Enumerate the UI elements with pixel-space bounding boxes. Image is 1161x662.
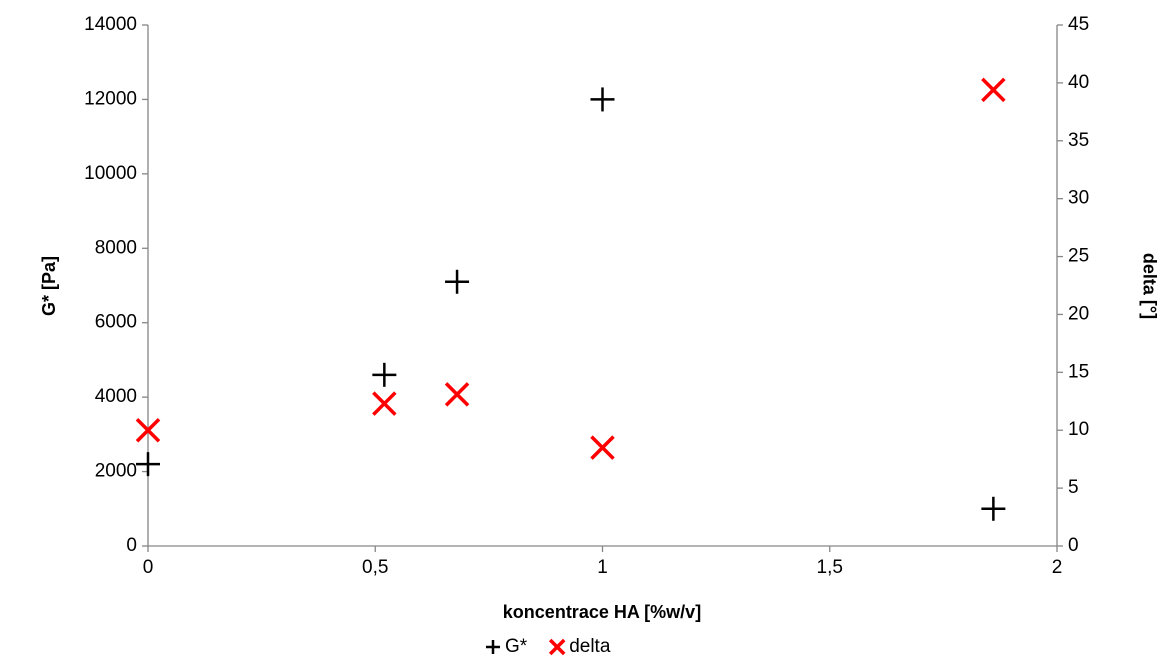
- legend-marker: [486, 640, 500, 654]
- x-tick-label: 1,5: [817, 557, 843, 578]
- point: [136, 452, 160, 477]
- point: [590, 435, 615, 460]
- marker-stroke: [444, 382, 470, 407]
- point: [135, 417, 161, 443]
- x-tick-label: 0: [143, 557, 154, 578]
- marker-stroke: [981, 77, 1006, 103]
- point: [444, 382, 470, 407]
- x-axis-title: koncentrace HA [%w/v]: [503, 602, 701, 622]
- x-tick-label: 0,5: [362, 557, 388, 578]
- marker-stroke: [548, 638, 566, 656]
- y2-tick-label: 45: [1068, 14, 1089, 35]
- point: [445, 269, 470, 294]
- y2-tick-label: 20: [1068, 303, 1089, 324]
- y2-tick-label: 15: [1068, 361, 1089, 382]
- point: [981, 77, 1006, 103]
- y2-tick-label: 25: [1068, 246, 1089, 267]
- y-tick-label: 10000: [84, 163, 137, 184]
- y2-tick-label: 30: [1068, 188, 1089, 209]
- point: [981, 496, 1006, 521]
- x-tick-label: 1: [597, 557, 608, 578]
- y-axis-title: G* [Pa]: [39, 256, 59, 316]
- y2-tick-label: 40: [1068, 72, 1089, 93]
- legend-label: G*: [505, 636, 528, 657]
- y-tick-label: 6000: [95, 312, 137, 333]
- point: [372, 391, 397, 416]
- legend-marker: [548, 638, 566, 656]
- y-tick-label: 0: [126, 535, 137, 556]
- y-tick-label: 4000: [95, 386, 137, 407]
- marker-stroke: [372, 391, 397, 416]
- point: [590, 87, 615, 112]
- y2-axis-title: delta [°]: [1139, 253, 1159, 319]
- y-tick-label: 8000: [95, 237, 137, 258]
- y-tick-label: 12000: [84, 88, 137, 109]
- y-tick-label: 14000: [84, 14, 137, 35]
- y2-tick-label: 0: [1068, 535, 1079, 556]
- marker-stroke: [135, 417, 161, 443]
- legend-label: delta: [569, 636, 611, 657]
- y2-tick-label: 5: [1068, 477, 1079, 498]
- y2-tick-label: 35: [1068, 130, 1089, 151]
- y-tick-label: 2000: [95, 461, 137, 482]
- point: [372, 362, 397, 387]
- marker-stroke: [590, 435, 615, 460]
- x-tick-label: 2: [1052, 557, 1063, 578]
- y2-tick-label: 10: [1068, 419, 1089, 440]
